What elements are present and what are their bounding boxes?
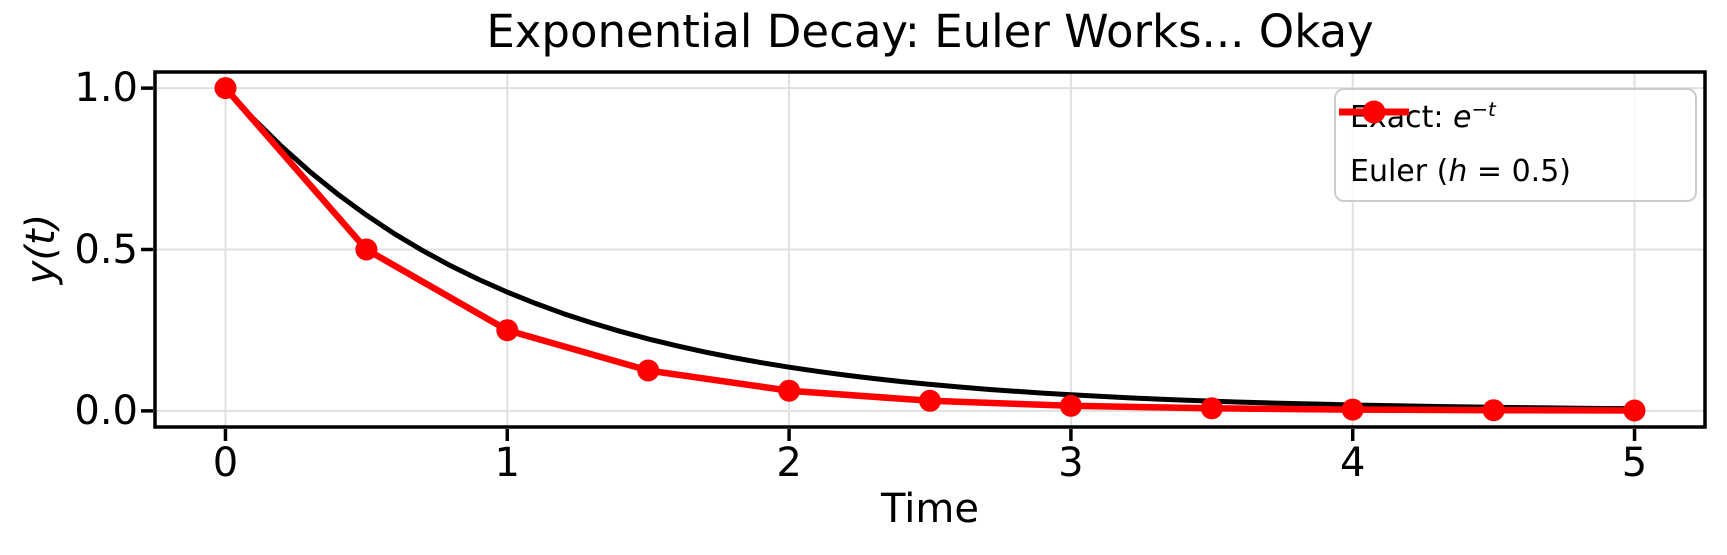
legend-item-euler: Euler (h = 0.5)	[1339, 100, 1683, 194]
series-line	[223, 85, 1637, 412]
legend-label-euler: Euler (h = 0.5)	[1350, 155, 1571, 189]
legend-label-euler-var: h	[1448, 154, 1468, 189]
legend-euler-marker	[1362, 100, 1386, 124]
tick-marks	[141, 86, 1637, 441]
x-tick-label: 4	[1339, 440, 1366, 486]
x-tick-label: 5	[1621, 440, 1648, 486]
series-exact	[223, 85, 1637, 412]
data-point-marker	[1200, 397, 1223, 420]
y-tick-label: 0.5	[74, 226, 138, 273]
data-point-marker	[919, 389, 941, 412]
series-euler	[214, 77, 1646, 422]
x-tick-label: 2	[776, 440, 802, 486]
data-point-marker	[1623, 399, 1646, 422]
x-tick-label: 3	[1058, 440, 1084, 486]
axes-spines	[153, 70, 1707, 429]
legend-label-exact-var: e	[1453, 100, 1472, 135]
y-tick-label: 0.0	[74, 387, 138, 434]
data-point-marker	[1482, 399, 1505, 422]
legend-line-sample-euler	[1339, 100, 1409, 124]
data-point-marker	[214, 77, 237, 100]
data-point-marker	[778, 379, 801, 402]
legend: Exact: e−t Euler (h = 0.5)	[1334, 88, 1697, 202]
legend-label-euler-suffix: = 0.5)	[1467, 154, 1571, 189]
legend-label-euler-prefix: Euler (	[1350, 154, 1449, 189]
data-point-marker	[496, 319, 519, 342]
y-tick-label: 1.0	[74, 65, 138, 112]
data-point-marker	[1341, 398, 1364, 421]
x-tick-label: 0	[212, 440, 239, 486]
x-axis-label: Time	[881, 486, 979, 532]
data-point-marker	[1059, 394, 1082, 417]
legend-label-exact-sup: −t	[1471, 98, 1496, 121]
data-point-marker	[637, 359, 660, 382]
chart-title: Exponential Decay: Euler Works... Okay	[486, 5, 1374, 58]
data-point-marker	[355, 238, 378, 261]
x-tick-label: 1	[494, 440, 520, 486]
